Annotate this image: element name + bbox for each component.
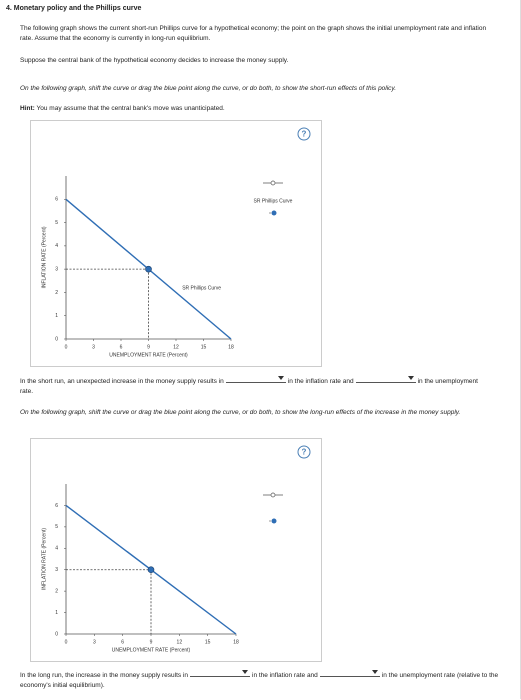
help-icon[interactable] — [297, 127, 311, 141]
x-tick-label: 12 — [177, 639, 183, 645]
y-tick-label: 4 — [55, 243, 58, 249]
y-tick-label: 3 — [55, 266, 58, 272]
y-axis-label: INFLATION RATE (Percent) — [41, 528, 47, 590]
y-tick-label: 0 — [55, 631, 58, 637]
help-icon-text: ? — [302, 448, 307, 457]
instruction: On the following graph, shift the curve … — [20, 85, 397, 92]
hint-label: Hint: — [20, 105, 35, 112]
x-tick-label: 0 — [65, 344, 68, 350]
intro: The following graph shows the current sh… — [20, 25, 487, 42]
x-tick-label: 15 — [201, 344, 207, 350]
y-axis-label: INFLATION RATE (Percent) — [41, 226, 47, 288]
x-tick-label: 18 — [228, 344, 234, 350]
hint-text: You may assume that the central bank's m… — [36, 105, 225, 112]
x-tick-label: 6 — [121, 639, 124, 645]
equilibrium-point[interactable] — [145, 265, 152, 273]
y-tick-label: 2 — [55, 290, 58, 296]
dropdown[interactable] — [355, 374, 416, 383]
x-tick-label: 15 — [205, 639, 211, 645]
legend-label: SR Phillips Curve — [254, 198, 293, 204]
help-icon-text: ? — [302, 130, 307, 139]
y-tick-label: 4 — [55, 546, 58, 552]
x-axis-label: UNEMPLOYMENT RATE (Percent) — [112, 647, 191, 653]
question-text: In the short run, an unexpected increase… — [20, 378, 224, 385]
help-icon[interactable] — [297, 445, 311, 459]
dropdown[interactable] — [319, 668, 380, 677]
palette-curve-icon-dot[interactable] — [270, 492, 276, 498]
palette-point-icon[interactable] — [271, 210, 277, 216]
curve-label: SR Phillips Curve — [182, 286, 221, 292]
y-tick-label: 5 — [55, 220, 58, 226]
y-tick-label: 1 — [55, 313, 58, 319]
y-tick-label: 6 — [55, 503, 58, 509]
question-text: in the unemployment rate. — [20, 378, 478, 395]
question-text: in the unemployment rate (relative to th… — [20, 672, 499, 689]
x-tick-label: 12 — [173, 344, 179, 350]
question: In the short run, an unexpected increase… — [20, 374, 490, 397]
x-tick-label: 18 — [233, 639, 239, 645]
equilibrium-point[interactable] — [147, 566, 155, 574]
heading: 4. Monetary policy and the Phillips curv… — [6, 5, 142, 12]
y-tick-label: 3 — [55, 567, 58, 573]
palette-point-icon[interactable] — [271, 518, 277, 524]
y-tick-label: 6 — [55, 197, 58, 203]
dropdown[interactable] — [225, 374, 286, 383]
x-tick-label: 3 — [92, 344, 95, 350]
y-tick-label: 1 — [55, 610, 58, 616]
question-text: In the long run, the increase in the mon… — [20, 672, 189, 679]
question-text: in the inflation rate and — [287, 378, 354, 385]
x-tick-label: 9 — [147, 344, 150, 350]
x-tick-label: 3 — [93, 639, 96, 645]
x-tick-label: 0 — [65, 639, 68, 645]
y-tick-label: 0 — [55, 336, 58, 342]
question: In the long run, the increase in the mon… — [20, 668, 500, 691]
palette-curve-icon-dot[interactable] — [270, 180, 276, 186]
question-text: in the inflation rate and — [252, 672, 318, 679]
dropdown[interactable] — [190, 668, 251, 677]
scenario: Suppose the central bank of the hypothet… — [20, 57, 289, 64]
x-tick-label: 9 — [150, 639, 153, 645]
x-axis-label: UNEMPLOYMENT RATE (Percent) — [109, 352, 188, 358]
hint: Hint: You may assume that the central ba… — [20, 104, 490, 114]
x-tick-label: 6 — [120, 344, 123, 350]
y-tick-label: 2 — [55, 588, 58, 594]
instruction: On the following graph, shift the curve … — [20, 409, 461, 416]
y-tick-label: 5 — [55, 524, 58, 530]
